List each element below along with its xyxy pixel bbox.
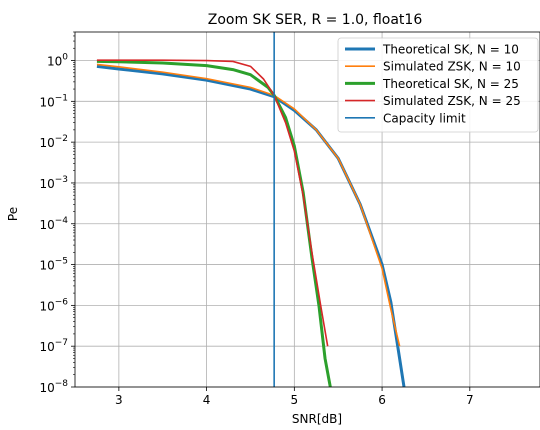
legend-label: Simulated ZSK, N = 25 [383,94,521,108]
series-line-simulated-zsk-n-25 [96,59,329,347]
series-group [96,32,406,387]
x-tick-label: 3 [115,393,123,407]
x-tick-label: 5 [291,393,299,407]
plot-frame [74,31,540,388]
y-tick-label: 10−1 [39,93,68,109]
x-tick-label: 4 [203,393,211,407]
series-line-simulated-zsk-n-10 [96,63,401,347]
axes-frame [74,31,540,388]
chart-title: Zoom SK SER, R = 1.0, float16 [208,12,423,28]
y-tick-label: 10−3 [39,175,68,191]
y-axis: 100 10−1 10−2 10−3 10−4 10−5 10−6 10−7 10−8 [39,31,75,395]
legend: Theoretical SK, N = 10 Simulated ZSK, N =… [337,37,539,133]
legend-label: Theoretical SK, N = 25 [382,77,519,91]
plot-lines [96,32,406,387]
y-tick-label: 10−6 [39,297,68,313]
x-tick-label: 7 [466,393,474,407]
x-axis-label: SNR[dB] [292,412,342,426]
y-tick-label: 10−2 [39,134,68,150]
y-tick-label: 10−7 [39,338,68,354]
x-axis: 3 4 5 6 7 [115,387,474,407]
legend-label: Capacity limit [383,111,466,125]
y-tick-label: 10−8 [39,379,68,395]
legend-box [337,37,539,133]
y-tick-label: 10−5 [39,257,68,273]
legend-label: Simulated ZSK, N = 10 [383,60,521,74]
y-tick-label: 10−4 [39,216,68,232]
x-tick-label: 6 [378,393,386,407]
legend-label: Theoretical SK, N = 10 [382,43,519,57]
y-axis-label: Pe [6,207,20,221]
y-tick-label: 100 [47,53,68,69]
